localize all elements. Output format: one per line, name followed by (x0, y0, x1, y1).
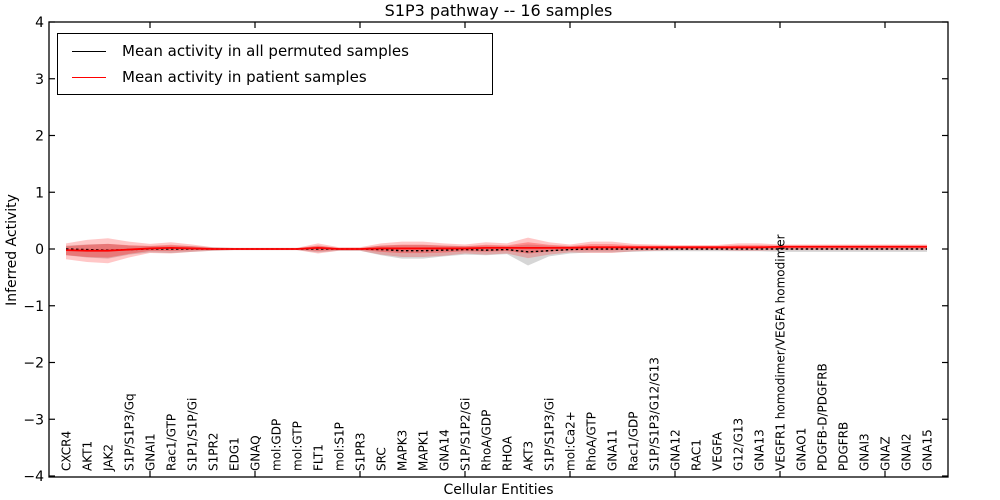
x-tick-label: SRC (375, 447, 389, 471)
x-tick-label: FLT1 (312, 444, 326, 471)
legend-entry-permuted: Mean activity in all permuted samples (72, 42, 492, 60)
x-tick-label: RHOA (501, 435, 515, 471)
x-tick-label: mol:GTP (291, 421, 305, 471)
x-tick-label: PDGFRB (837, 422, 851, 471)
legend-entry-patient: Mean activity in patient samples (72, 68, 492, 86)
x-tick-label: CXCR4 (60, 431, 74, 471)
x-tick-label: S1P/S1P3/Gq (123, 393, 137, 471)
x-tick-label: GNAI2 (900, 433, 914, 471)
x-tick-label: S1PR2 (207, 433, 221, 471)
y-tick-label: −1 (23, 299, 44, 315)
x-tick-label: GNA13 (753, 429, 767, 471)
x-tick-label: GNA14 (438, 429, 452, 471)
legend-label: Mean activity in all permuted samples (122, 42, 409, 60)
x-tick-label: G12/G13 (732, 418, 746, 471)
x-tick-label: Rac1/GDP (627, 412, 641, 471)
x-tick-label: AKT1 (81, 441, 95, 471)
y-tick-label: −3 (23, 412, 44, 428)
legend: Mean activity in all permuted samples Me… (57, 33, 493, 95)
x-tick-label: JAK2 (102, 444, 116, 472)
x-tick-label: AKT3 (522, 441, 536, 471)
line-patient_mean (65, 245, 927, 252)
x-tick-label: mol:S1P (333, 422, 347, 471)
x-tick-label: GNA12 (669, 429, 683, 471)
x-tick-label: mol:GDP (270, 419, 284, 471)
x-tick-label: MAPK1 (417, 430, 431, 471)
x-tick-label: VEGFR1 homodimer/VEGFA homodimer (774, 234, 788, 471)
y-tick-label: 0 (35, 242, 44, 258)
x-tick-label: RhoA/GTP (585, 412, 599, 471)
legend-line-sample-black (72, 50, 106, 52)
x-tick-label: GNA11 (606, 429, 620, 471)
x-tick-label: S1P/S1P3/G12/G13 (648, 357, 662, 471)
legend-line-sample-red (72, 76, 106, 78)
x-tick-label: RhoA/GDP (480, 410, 494, 471)
series-lines (65, 245, 927, 253)
x-tick-label: EDG1 (228, 437, 242, 471)
x-tick-marks (149, 22, 886, 477)
x-tick-label: GNAO1 (795, 428, 809, 471)
y-tick-label: −4 (23, 469, 44, 485)
confidence-bands (66, 237, 927, 266)
y-tick-label: 2 (35, 129, 44, 145)
x-tick-labels: CXCR4 AKT1 JAK2 S1P/S1P3/Gq GNAI1 Rac1/GTP S1P… (60, 234, 935, 472)
axes-spines (48, 21, 949, 478)
x-tick-label: mol:Ca2+ (564, 411, 578, 471)
y-tick-label: 3 (35, 72, 44, 88)
x-tick-label: MAPK3 (396, 430, 410, 471)
y-tick-label: 4 (35, 15, 44, 31)
x-tick-label: S1P/S1P3/Gi (543, 398, 557, 471)
x-tick-label: PDGFB-D/PDGFRB (816, 363, 830, 471)
x-tick-label: S1P1/S1P/Gi (186, 398, 200, 471)
y-axis-label: Inferred Activity (4, 194, 20, 306)
y-tick-label: −2 (23, 356, 44, 372)
y-tick-label: 1 (35, 185, 44, 201)
x-tick-label: GNAZ (879, 436, 893, 471)
x-tick-label: Rac1/GTP (165, 414, 179, 471)
legend-label: Mean activity in patient samples (122, 68, 367, 86)
x-axis-label: Cellular Entities (443, 482, 554, 498)
x-tick-label: RAC1 (690, 439, 704, 471)
x-tick-label: GNA15 (921, 429, 935, 471)
x-tick-label: S1P/S1P2/Gi (459, 398, 473, 471)
chart-title: S1P3 pathway -- 16 samples (384, 1, 613, 20)
x-tick-label: GNAI3 (858, 433, 872, 471)
x-tick-label: GNAQ (249, 435, 263, 471)
line-permuted_mean (65, 248, 927, 253)
x-tick-label: VEGFA (711, 431, 725, 471)
x-tick-label: S1PR3 (354, 433, 368, 471)
x-tick-label: GNAI1 (144, 433, 158, 471)
